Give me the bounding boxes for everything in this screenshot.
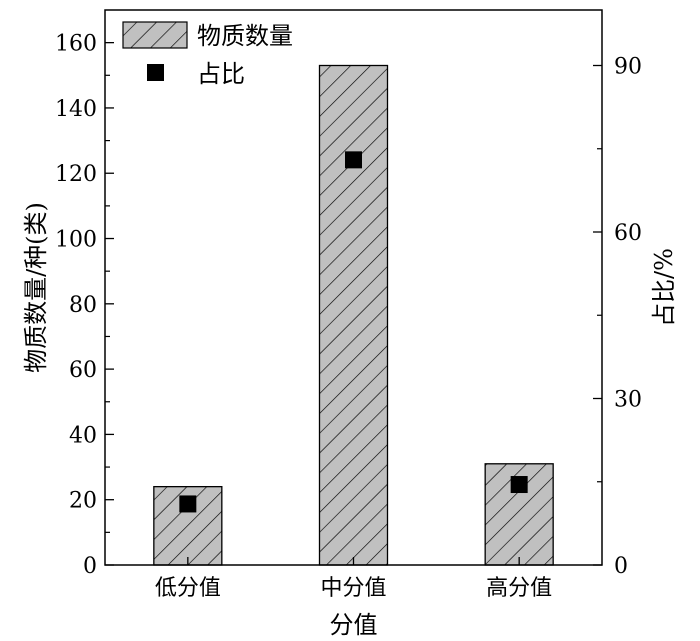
marker-1 (179, 495, 197, 513)
left-axis: 0 20 40 60 80 100 120 140 160 (55, 32, 114, 579)
x-axis: 低分值 中分值 高分值 (155, 557, 552, 601)
right-tick-label: 0 (614, 554, 628, 579)
legend-bar-label: 物质数量 (197, 22, 293, 50)
left-tick-label: 100 (55, 228, 97, 253)
right-axis: 0 30 60 90 (593, 55, 642, 579)
left-tick-label: 40 (69, 423, 97, 448)
right-axis-title: 占比/% (650, 248, 678, 327)
left-tick-label: 60 (69, 358, 97, 383)
right-tick-label: 90 (614, 55, 642, 80)
bar-group (153, 64, 554, 566)
legend-bar-swatch (122, 21, 188, 49)
legend-marker-label: 占比 (197, 60, 245, 88)
left-tick-label: 0 (83, 554, 97, 579)
left-tick-label: 120 (55, 162, 97, 187)
left-tick-label: 20 (69, 489, 97, 514)
right-tick-label: 30 (614, 388, 642, 413)
right-tick-label: 60 (614, 221, 642, 246)
x-axis-title: 分值 (330, 611, 378, 639)
left-tick-label: 140 (55, 97, 97, 122)
marker-2 (345, 151, 362, 169)
category-label: 低分值 (155, 576, 221, 601)
category-label: 高分值 (486, 576, 552, 601)
legend: 物质数量 占比 (122, 21, 293, 88)
left-tick-label: 160 (55, 32, 97, 57)
left-axis-title: 物质数量/种(类) (22, 202, 50, 373)
legend-marker-swatch (147, 64, 164, 81)
left-tick-label: 80 (69, 293, 97, 318)
marker-group (179, 151, 528, 513)
category-label: 中分值 (320, 576, 386, 601)
marker-3 (510, 476, 528, 494)
bar-2 (318, 64, 389, 566)
